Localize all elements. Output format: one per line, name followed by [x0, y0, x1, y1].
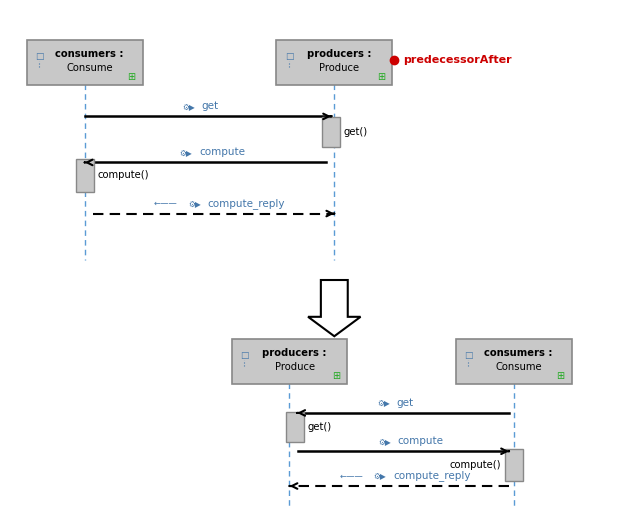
- FancyBboxPatch shape: [26, 40, 143, 85]
- Text: ⚙▶: ⚙▶: [374, 471, 386, 480]
- Text: compute_reply: compute_reply: [207, 198, 285, 209]
- Text: Produce: Produce: [275, 362, 314, 372]
- FancyBboxPatch shape: [76, 159, 94, 192]
- Text: compute: compute: [199, 147, 245, 157]
- Text: consumers :: consumers :: [484, 347, 553, 358]
- Text: get(): get(): [307, 422, 332, 432]
- Text: ⊞: ⊞: [127, 71, 136, 82]
- Text: ⊞: ⊞: [557, 371, 565, 380]
- Text: Consume: Consume: [66, 63, 113, 73]
- Polygon shape: [308, 280, 361, 336]
- Text: compute(): compute(): [449, 460, 501, 470]
- Text: producers :: producers :: [262, 347, 327, 358]
- Text: get: get: [397, 398, 414, 408]
- FancyBboxPatch shape: [231, 339, 347, 384]
- Text: ⚙▶: ⚙▶: [179, 148, 192, 157]
- Text: □: □: [464, 351, 473, 360]
- Text: ⊞: ⊞: [377, 71, 385, 82]
- Text: □: □: [35, 52, 44, 61]
- Text: ⊞: ⊞: [332, 371, 341, 380]
- Text: consumers :: consumers :: [55, 48, 124, 59]
- Text: producers :: producers :: [307, 48, 372, 59]
- Text: compute: compute: [397, 436, 443, 446]
- FancyBboxPatch shape: [456, 339, 572, 384]
- Text: predecessorAfter: predecessorAfter: [403, 54, 512, 65]
- Text: □: □: [285, 52, 293, 61]
- Text: get(): get(): [344, 127, 368, 137]
- Text: Consume: Consume: [495, 362, 542, 372]
- Text: ←——: ←——: [154, 199, 177, 208]
- Text: compute_reply: compute_reply: [393, 470, 471, 481]
- Text: ⚙▶: ⚙▶: [378, 436, 390, 446]
- Text: Produce: Produce: [320, 63, 359, 73]
- Text: ⚙▶: ⚙▶: [182, 102, 195, 111]
- Text: ←——: ←——: [340, 471, 363, 480]
- FancyBboxPatch shape: [505, 449, 523, 482]
- Text: ⚙▶: ⚙▶: [188, 199, 201, 208]
- Text: get: get: [201, 101, 219, 111]
- Text: compute(): compute(): [98, 170, 149, 180]
- Text: □: □: [240, 351, 249, 360]
- Text: ⚙▶: ⚙▶: [377, 398, 390, 407]
- FancyBboxPatch shape: [276, 40, 392, 85]
- FancyBboxPatch shape: [322, 117, 340, 147]
- FancyBboxPatch shape: [285, 412, 303, 443]
